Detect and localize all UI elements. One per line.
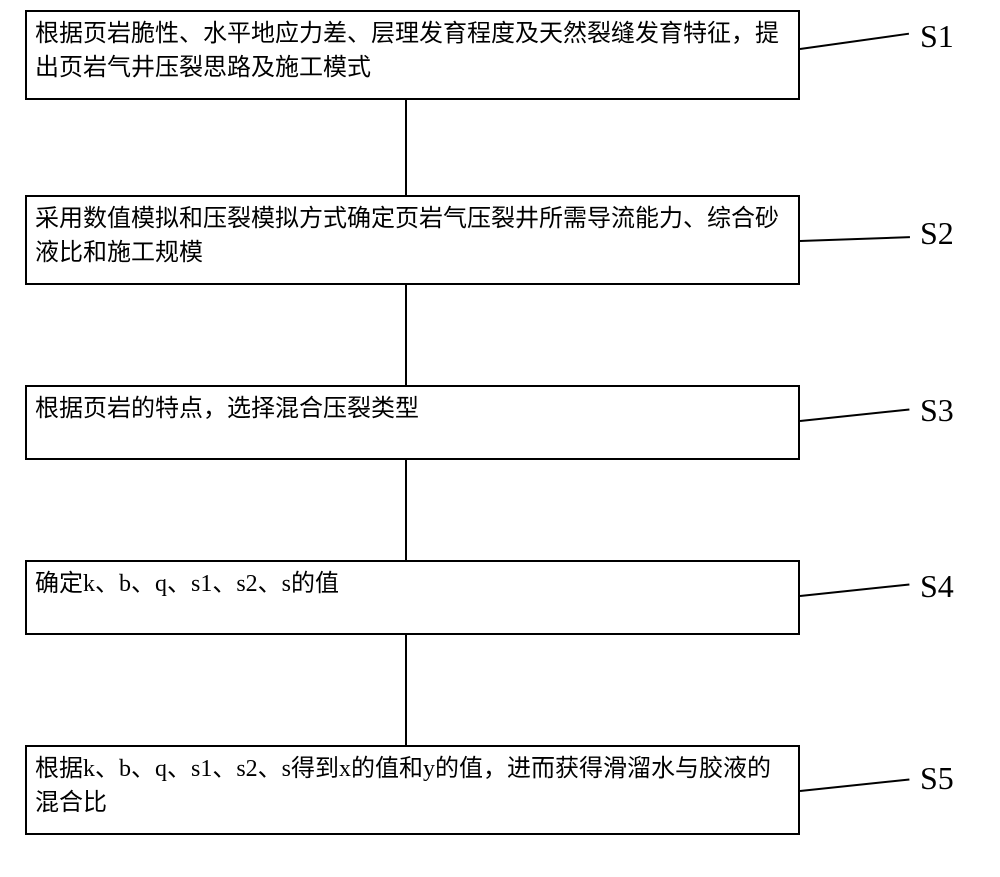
step-label-s1: S1 [920,18,954,55]
step-label-s4: S4 [920,568,954,605]
step-label-s5: S5 [920,760,954,797]
step-box-s2: 采用数值模拟和压裂模拟方式确定页岩气压裂井所需导流能力、综合砂液比和施工规模 [25,195,800,285]
connector-3 [405,460,407,560]
connector-2 [405,285,407,385]
label-connector-s3 [800,409,910,422]
step-box-s4: 确定k、b、q、s1、s2、s的值 [25,560,800,635]
step-box-s5: 根据k、b、q、s1、s2、s得到x的值和y的值，进而获得滑溜水与胶液的混合比 [25,745,800,835]
flowchart-container: 根据页岩脆性、水平地应力差、层理发育程度及天然裂缝发育特征，提出页岩气井压裂思路… [0,0,1000,877]
step-text-s2: 采用数值模拟和压裂模拟方式确定页岩气压裂井所需导流能力、综合砂液比和施工规模 [35,203,790,270]
label-connector-s4 [800,584,910,597]
label-connector-s1 [800,33,909,50]
step-label-s3: S3 [920,392,954,429]
step-box-s1: 根据页岩脆性、水平地应力差、层理发育程度及天然裂缝发育特征，提出页岩气井压裂思路… [25,10,800,100]
step-label-s2: S2 [920,215,954,252]
connector-1 [405,100,407,195]
step-text-s1: 根据页岩脆性、水平地应力差、层理发育程度及天然裂缝发育特征，提出页岩气井压裂思路… [35,18,790,85]
step-text-s4: 确定k、b、q、s1、s2、s的值 [35,568,339,602]
step-box-s3: 根据页岩的特点，选择混合压裂类型 [25,385,800,460]
label-connector-s2 [800,236,910,242]
step-text-s5: 根据k、b、q、s1、s2、s得到x的值和y的值，进而获得滑溜水与胶液的混合比 [35,753,790,820]
connector-4 [405,635,407,745]
step-text-s3: 根据页岩的特点，选择混合压裂类型 [35,393,419,427]
label-connector-s5 [800,779,910,792]
